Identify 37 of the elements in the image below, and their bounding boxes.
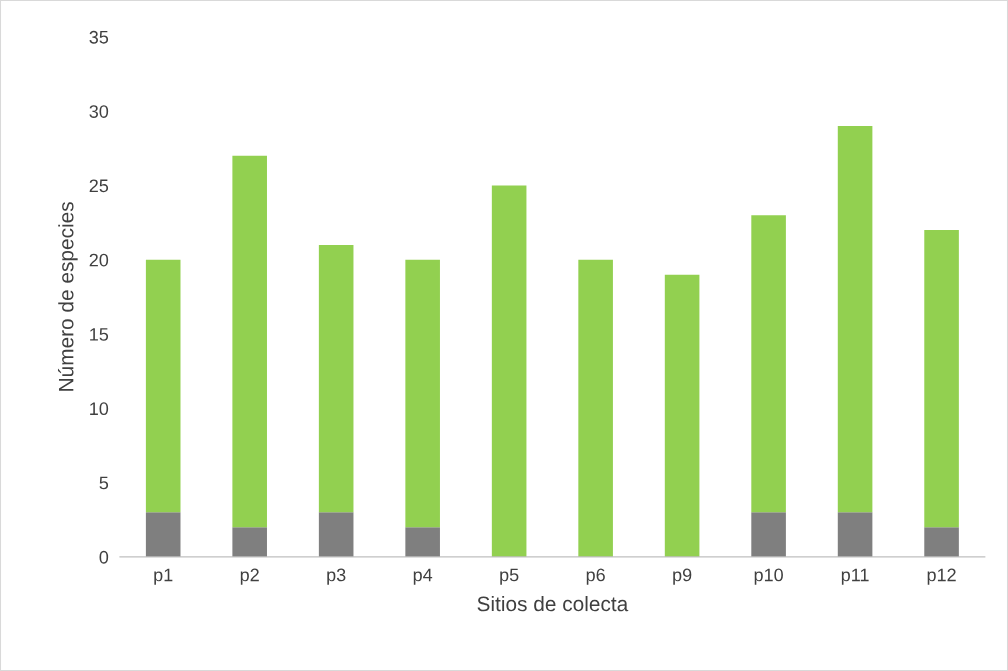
y-tick-label: 30 <box>89 105 109 118</box>
x-tick-label: p10 <box>754 568 783 585</box>
y-tick-label: 0 <box>99 550 109 564</box>
bar <box>145 512 181 557</box>
bar <box>145 259 181 513</box>
bar <box>405 527 440 557</box>
x-tick-label: p5 <box>500 568 519 585</box>
bar <box>578 259 613 557</box>
x-tick-label: p4 <box>413 568 433 585</box>
y-tick-label: 10 <box>90 402 109 416</box>
bar <box>751 215 786 513</box>
x-tick-label: p9 <box>673 568 692 585</box>
x-tick-label: p12 <box>927 568 956 585</box>
x-axis-title: Sitios de colecta <box>477 595 629 612</box>
bar <box>664 274 700 557</box>
bar <box>405 259 440 528</box>
bar <box>837 512 873 557</box>
bar <box>232 527 267 557</box>
y-tick-label: 15 <box>90 328 109 341</box>
x-tick-label: p2 <box>240 568 259 585</box>
y-tick-label: 35 <box>89 30 109 44</box>
x-tick-label: p6 <box>586 568 605 585</box>
x-tick-label: p11 <box>841 568 869 585</box>
bar <box>924 527 959 557</box>
bar <box>491 185 527 557</box>
bar <box>318 512 354 557</box>
bar <box>837 126 873 513</box>
y-tick-label: 5 <box>99 476 109 490</box>
y-tick-label: 20 <box>89 253 109 267</box>
x-tick-label: p3 <box>327 568 346 585</box>
bar <box>751 512 786 557</box>
y-axis-title: Número de especies <box>57 202 78 391</box>
bar <box>318 244 354 513</box>
x-tick-label: p1 <box>154 568 173 585</box>
y-tick-label: 25 <box>89 179 109 193</box>
bar <box>924 230 959 528</box>
bar <box>232 155 267 528</box>
